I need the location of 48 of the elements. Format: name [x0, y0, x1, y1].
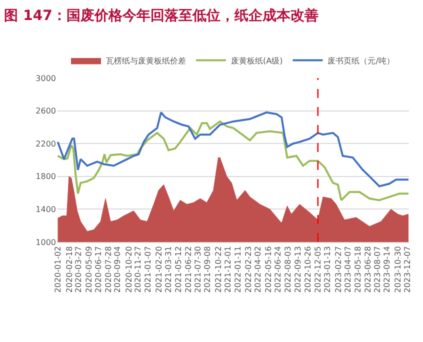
x-tick-label: 2021-02-20: [154, 246, 164, 293]
x-tick-label: 2020-05-09: [84, 246, 94, 293]
x-tick-label: 2022-08-03: [283, 246, 292, 293]
y-tick-label: 2200: [36, 139, 56, 148]
y-tick-label: 1000: [36, 238, 56, 247]
x-tick-label: 2021-05-12: [174, 246, 184, 293]
x-tick-label: 2023-09-14: [382, 246, 392, 293]
x-tick-label: 2021-06-22: [184, 246, 194, 293]
x-tick-label: 2021-09-08: [203, 246, 212, 293]
x-tick-label: 2020-07-28: [104, 246, 113, 293]
legend-label: 废书页纸（元/吨）: [328, 56, 394, 66]
x-tick-label: 2020-02-18: [64, 246, 74, 293]
y-tick-label: 3000: [36, 74, 56, 83]
x-tick-label: 2020-11-27: [134, 246, 143, 293]
x-tick-label: 2023-01-13: [322, 246, 332, 293]
x-tick-label: 2021-10-22: [214, 246, 223, 293]
x-tick-label: 2021-01-07: [144, 246, 153, 293]
legend-label: 废黄板纸(A级): [231, 56, 283, 66]
x-tick-label: 2023-02-27: [334, 246, 343, 293]
x-tick-label: 2023-08-07: [373, 246, 382, 293]
x-tick-label: 2023-06-28: [363, 246, 372, 293]
line-series: [57, 120, 409, 202]
x-tick-label: 2022-04-02: [253, 246, 262, 293]
y-tick-label: 2600: [36, 106, 56, 116]
x-tick-label: 2021-03-31: [164, 246, 173, 293]
x-tick-label: 2022-06-24: [274, 246, 283, 293]
x-tick-label: 2022-09-13: [293, 246, 302, 293]
y-tick-label: 1800: [36, 172, 56, 182]
x-tick-label: 2021-12-01: [224, 246, 233, 293]
x-tick-label: 2022-05-16: [264, 246, 274, 293]
legend-label: 瓦楞纸与废黄板纸价差: [106, 56, 186, 66]
x-tick-label: 2020-09-04: [113, 246, 122, 293]
x-tick-label: 2022-01-11: [234, 246, 243, 293]
x-tick-label: 2022-02-23: [244, 246, 254, 293]
x-tick-label: 2021-07-30: [193, 246, 202, 293]
x-tick-label: 2022-12-05: [313, 246, 322, 293]
x-tick-label: 2022-10-26: [304, 246, 313, 293]
x-tick-label: 2023-12-07: [402, 246, 412, 293]
line-series: [57, 111, 409, 188]
x-tick-label: 2023-04-07: [343, 246, 352, 293]
x-tick-label: 2020-06-17: [94, 246, 104, 293]
x-tick-label: 2023-05-18: [353, 246, 362, 293]
chart-title: 图 147：国废价格今年回落至低位，纸企成本改善: [4, 7, 318, 24]
x-tick-label: 2020-03-27: [74, 246, 84, 293]
x-tick-label: 2020-10-20: [124, 246, 134, 293]
x-tick-label: 2023-10-30: [394, 246, 403, 293]
x-tick-label: 2020-01-02: [53, 246, 62, 293]
y-tick-label: 1400: [36, 205, 56, 214]
